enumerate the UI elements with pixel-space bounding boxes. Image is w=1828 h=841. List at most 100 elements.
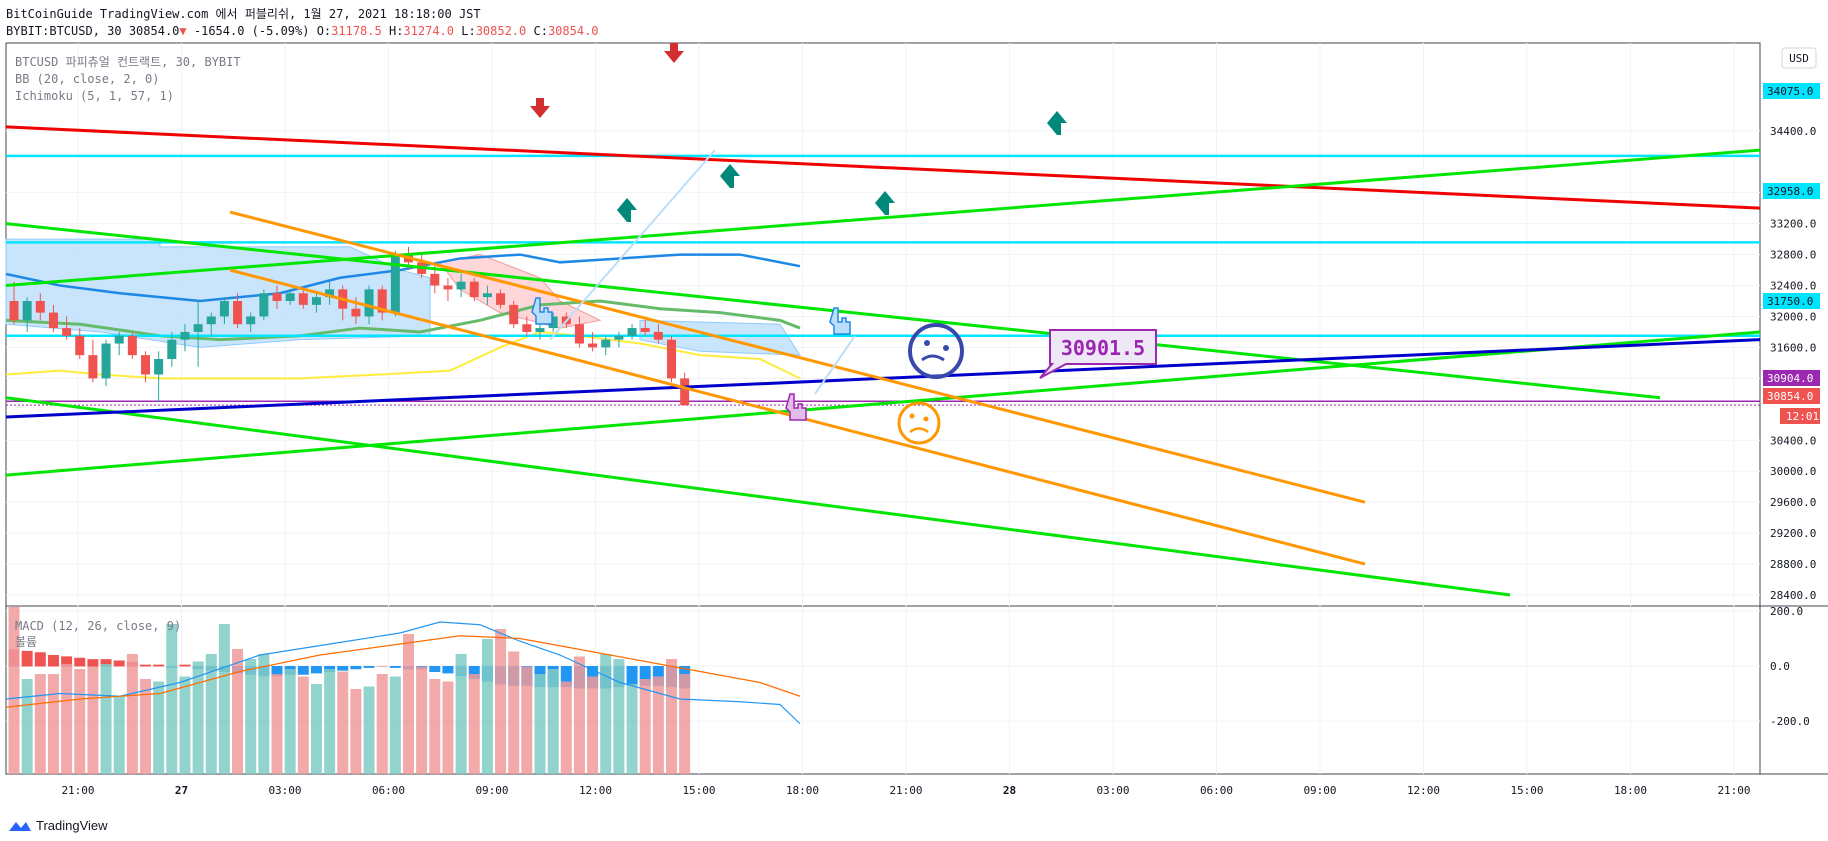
time-tick-label: 27 [175, 784, 188, 797]
time-tick-label: 18:00 [786, 784, 819, 797]
volume-bar [113, 696, 125, 774]
macd-line [6, 621, 801, 725]
volume-bar [74, 669, 86, 774]
time-tick-label: 12:00 [1407, 784, 1440, 797]
volume-bar [140, 679, 151, 774]
time-tick-label: 15:00 [1510, 784, 1543, 797]
macd-histogram-bar [100, 659, 112, 667]
candle-body [548, 316, 558, 329]
price-tick-label: 28400.0 [1770, 589, 1816, 602]
volume-bar [218, 624, 230, 774]
volume-bar [442, 681, 454, 774]
volume-bar [324, 669, 336, 774]
candle-body [614, 335, 624, 340]
macd-histogram-bar [560, 666, 572, 688]
up-arrow-icon [1047, 111, 1067, 135]
price-callout-label: 30901.5 [1061, 336, 1145, 360]
macd-histogram-bar [179, 664, 191, 667]
macd-histogram-bar [271, 666, 283, 677]
cloud-bearish [439, 254, 602, 329]
macd-histogram-bar [376, 666, 388, 667]
volume-bar [495, 629, 507, 774]
macd-histogram-bar [639, 666, 651, 686]
volume-bar [626, 684, 638, 774]
candlesticks [9, 246, 690, 406]
candle-body [509, 304, 519, 325]
candle-body [88, 355, 98, 379]
macd-tick-label: 200.0 [1770, 605, 1803, 618]
last-price: 30854.0 [128, 24, 180, 38]
time-tick-label: 21:00 [61, 784, 94, 797]
volume-bar [573, 656, 585, 774]
chart-publish-info: BitCoinGuide TradingView.com 에서 퍼블리쉬, 1월… [6, 7, 481, 21]
candle-body [667, 339, 676, 379]
svg-text:34075.0: 34075.0 [1767, 85, 1813, 98]
volume-bar [61, 664, 73, 774]
volume-bar [297, 676, 309, 774]
green-trend-line [6, 330, 1760, 477]
macd-histogram-bar [429, 666, 441, 672]
hand-pointer-icon [829, 307, 851, 335]
candle-body [430, 273, 440, 286]
svg-text:31750.0: 31750.0 [1767, 295, 1813, 308]
volume-bar [429, 679, 441, 774]
price-callout[interactable]: 30901.5 [1039, 329, 1157, 379]
volume-bar [521, 666, 533, 774]
candle-body [351, 308, 361, 317]
ohlc-header: BYBIT:BTCUSD, 30 30854.0▼ -1654.0 (-5.09… [6, 24, 599, 38]
macd-histogram-bar [389, 666, 401, 668]
price-tick-label: 29200.0 [1770, 527, 1816, 540]
price-label-30854: 30854.0 [1763, 388, 1820, 404]
time-tick-label: 03:00 [1096, 784, 1129, 797]
candle-body [627, 328, 637, 336]
time-tick-label: 28 [1003, 784, 1016, 797]
volume-bar [21, 679, 33, 774]
time-tick-label: 12:00 [579, 784, 612, 797]
time-tick-label: 21:00 [1717, 784, 1750, 797]
macd-legend: MACD (12, 26, close, 9) [15, 619, 181, 633]
candle-body [246, 316, 256, 325]
time-tick-label: 18:00 [1614, 784, 1647, 797]
candle-body [219, 300, 229, 317]
footer-brand[interactable]: TradingView [36, 818, 108, 833]
price-tick-label: 31600.0 [1770, 341, 1816, 354]
volume-bar [271, 674, 283, 774]
candle-body [259, 293, 269, 317]
volume-bar [350, 689, 362, 774]
candle-body [601, 339, 611, 348]
volume-bar [245, 659, 257, 774]
macd-histogram-bar [310, 666, 322, 674]
svg-text:12:01: 12:01 [1786, 410, 1819, 423]
candle-body [35, 300, 45, 313]
macd-histogram-bar [61, 656, 73, 667]
candle-body [22, 300, 32, 321]
volume-bar [613, 659, 625, 774]
volume-bar [192, 661, 204, 774]
candle-body [62, 328, 72, 336]
volume-bar [47, 674, 59, 774]
volume-bar [534, 674, 546, 774]
volume-bar [652, 676, 664, 774]
svg-text:30904.0: 30904.0 [1767, 372, 1813, 385]
currency-badge[interactable] [1781, 47, 1817, 69]
currency-badge-label: USD [1789, 52, 1809, 65]
candle-body [680, 378, 690, 406]
candle-body [377, 289, 387, 313]
price-tick-label: 32800.0 [1770, 249, 1816, 262]
time-tick-label: 09:00 [475, 784, 508, 797]
projection-arrow [549, 149, 716, 341]
macd-histogram-bar [21, 650, 33, 667]
time-axis: 21:00 27 03:00 06:00 09:00 12:00 15:00 18:00 21:… [61, 784, 1750, 797]
hand-pointer-icon [531, 297, 553, 325]
candle-body [574, 324, 584, 344]
volume-bar [389, 676, 401, 774]
candle-body [311, 297, 321, 305]
close-value: 30854.0 [547, 24, 599, 38]
macd-histogram-bar [652, 666, 664, 686]
price-label-30904: 30904.0 [1763, 370, 1820, 386]
candle-body [653, 331, 663, 340]
macd-tick-label: -200.0 [1770, 715, 1810, 728]
candle-body [390, 254, 400, 313]
candle-body [535, 328, 545, 332]
